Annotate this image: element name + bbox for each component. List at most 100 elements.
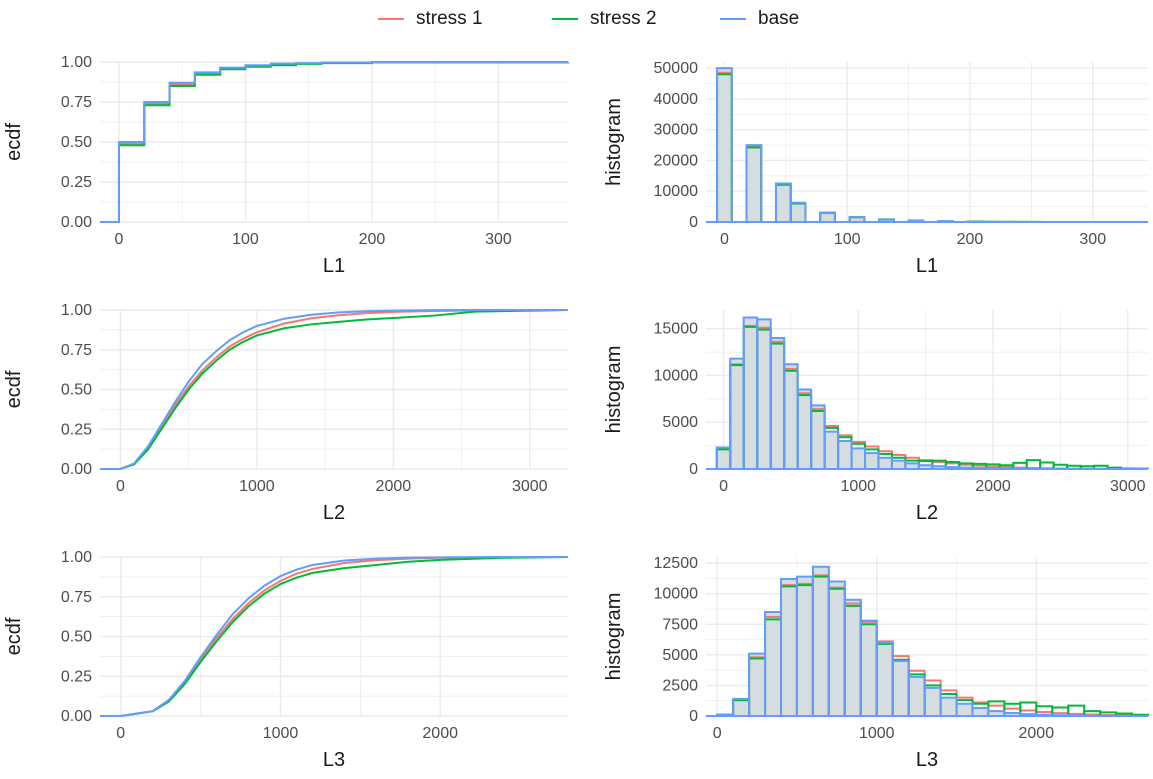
x-tick-label: 3000 (1110, 478, 1146, 495)
histogram-bar-base (789, 201, 807, 222)
legend-item-base: base (720, 8, 799, 30)
x-tick-label: 3000 (512, 478, 548, 495)
x-tick-label: 2000 (975, 478, 1011, 495)
histogram-bar (811, 405, 825, 469)
x-tick-label: 100 (834, 231, 861, 248)
histogram-bar (1004, 712, 1021, 716)
histogram-bar (891, 460, 906, 469)
legend-key-stress-1 (378, 18, 404, 20)
histogram-bar (746, 145, 762, 222)
x-tick-label: 300 (485, 231, 512, 248)
legend-key-base (720, 18, 746, 20)
legend-item-stress-2: stress 2 (552, 8, 657, 30)
y-tick-label: 0.25 (61, 668, 92, 685)
histogram-bar (770, 338, 785, 469)
y-axis-title: histogram (603, 98, 625, 186)
x-tick-label: 1000 (859, 725, 895, 742)
histogram-bar (879, 219, 894, 222)
histogram-bar-base (745, 144, 763, 222)
histogram-bar (749, 653, 766, 716)
y-tick-label: 0.00 (61, 214, 92, 231)
histogram-bar (820, 212, 835, 222)
histogram-bar (988, 711, 1005, 716)
y-tick-label: 0.25 (61, 174, 92, 191)
legend-key-stress-2 (552, 18, 578, 20)
x-axis-title: L1 (916, 255, 938, 277)
x-axis-title: L3 (323, 749, 345, 771)
histogram-bar (775, 183, 791, 222)
histogram-bar (733, 698, 750, 716)
x-axis-title: L1 (323, 255, 345, 277)
legend-label-stress-2: stress 2 (590, 8, 657, 29)
y-tick-label: 2500 (662, 677, 698, 694)
x-axis-title: L2 (323, 502, 345, 524)
histogram-bar-base (848, 216, 866, 222)
histogram-bar (784, 364, 798, 469)
histogram-bar (797, 389, 812, 469)
y-tick-label: 5000 (662, 647, 698, 664)
histogram-bar (878, 457, 892, 469)
y-tick-label: 12500 (654, 555, 699, 572)
y-tick-label: 0.00 (61, 708, 92, 725)
y-tick-label: 0 (689, 708, 698, 725)
x-tick-label: 2000 (1019, 725, 1055, 742)
histogram-bar (956, 703, 973, 716)
x-tick-label: 300 (1079, 231, 1106, 248)
histogram-bar (828, 581, 845, 716)
histogram-bar (865, 453, 879, 469)
y-tick-label: 0.50 (61, 382, 92, 399)
legend-label-stress-1: stress 1 (416, 8, 483, 29)
y-tick-label: 10000 (654, 367, 699, 384)
histogram-bar-base (819, 211, 836, 222)
x-tick-label: 100 (232, 231, 259, 248)
histogram-bar (860, 620, 877, 716)
y-tick-label: 7500 (662, 616, 698, 633)
y-axis-title: histogram (603, 593, 625, 681)
histogram-bar (838, 440, 852, 469)
panel-l2-ecdf: 0 1000 2000 3000 0.00 0.25 0.50 0.75 1.00 L2 ecdf (3, 302, 569, 524)
histogram-bar-base (878, 218, 895, 222)
histogram-bar (743, 317, 758, 469)
histogram-bar (717, 68, 732, 223)
ecdf-line-base (100, 556, 568, 717)
histogram-bar (812, 566, 829, 716)
panel-l1-ecdf: 0 100 200 300 0.00 0.25 0.50 0.75 1.00 L1 ecdf (3, 54, 569, 277)
histogram-bar (849, 217, 865, 222)
ecdf-line-stress-2 (100, 556, 569, 717)
y-tick-label: 15000 (654, 321, 699, 338)
x-tick-label: 0 (713, 725, 722, 742)
ecdf-line-base (100, 61, 569, 223)
y-tick-label: 0.75 (61, 342, 92, 359)
histogram-bar (924, 687, 941, 716)
histogram-bar (824, 431, 839, 469)
x-tick-label: 0 (115, 231, 124, 248)
y-tick-label: 40000 (654, 91, 699, 108)
histogram-bar (892, 660, 909, 716)
histogram-bar (918, 465, 933, 469)
x-tick-label: 200 (359, 231, 386, 248)
histogram-bar (876, 642, 893, 716)
panel-l3-histogram: 0 1000 2000 0 2500 5000 7500 10000 12500 L3 histog… (603, 555, 1149, 771)
y-tick-label: 0.75 (61, 94, 92, 111)
y-tick-label: 30000 (654, 122, 699, 139)
y-tick-label: 50000 (654, 60, 699, 77)
x-tick-label: 0 (116, 478, 125, 495)
x-tick-label: 0 (720, 231, 729, 248)
x-axis-title: L2 (916, 502, 938, 524)
histogram-bar (932, 466, 946, 469)
histogram-bar-base (716, 67, 733, 222)
x-axis-title: L3 (916, 749, 938, 771)
histogram-bar (796, 576, 813, 716)
y-axis-title: ecdf (3, 370, 25, 408)
panel-l1-histogram: 0 100 200 300 0 10000 20000 30000 40000 50000 L1 hi… (603, 60, 1148, 277)
y-tick-label: 10000 (654, 586, 699, 603)
ecdf-line-stress-2 (100, 309, 569, 470)
histogram-bar (765, 612, 781, 716)
histogram-bar (757, 319, 771, 469)
y-tick-label: 0.00 (61, 461, 92, 478)
y-tick-label: 0.50 (61, 629, 92, 646)
histogram-bar (940, 697, 957, 716)
y-tick-label: 1.00 (61, 54, 92, 71)
y-tick-label: 5000 (662, 414, 698, 431)
x-tick-label: 1000 (263, 725, 299, 742)
